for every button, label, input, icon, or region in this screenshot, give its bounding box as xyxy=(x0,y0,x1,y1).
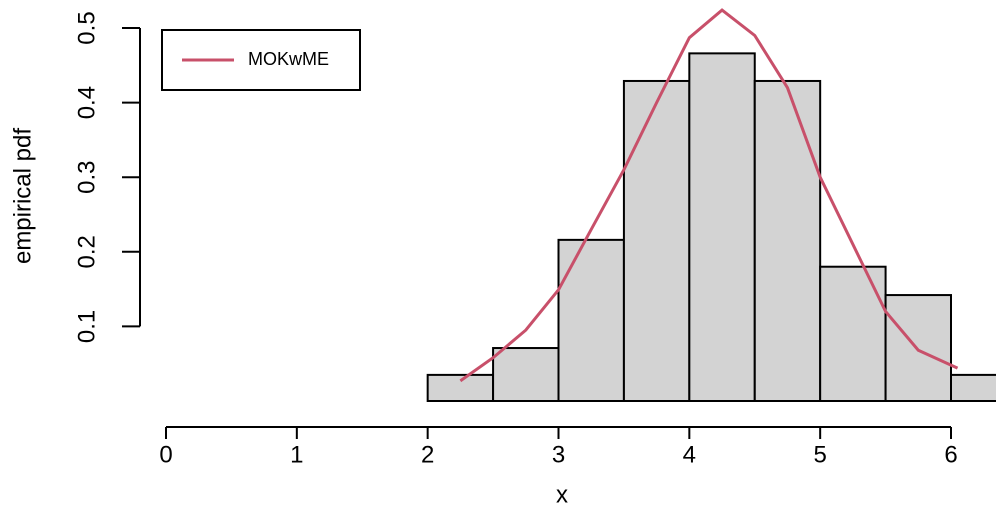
histogram-bar xyxy=(688,52,756,402)
histogram-bar xyxy=(426,373,495,403)
x-tick-label: 4 xyxy=(683,441,696,468)
histogram-bar xyxy=(950,373,996,403)
histogram-bar xyxy=(492,347,560,402)
x-tick-label: 5 xyxy=(813,441,826,468)
x-tick-label: 2 xyxy=(421,441,434,468)
x-tick-label: 3 xyxy=(552,441,565,468)
x-tick-label: 1 xyxy=(290,441,303,468)
x-tick-label: 0 xyxy=(159,441,172,468)
x-axis-label: x xyxy=(556,481,568,508)
legend-label: MOKwME xyxy=(248,49,329,69)
histogram-bar xyxy=(819,265,887,402)
y-axis-label: empirical pdf xyxy=(9,128,36,264)
y-tick-label: 0.2 xyxy=(73,235,100,268)
histogram-bar xyxy=(753,79,822,402)
x-tick-label: 6 xyxy=(944,441,957,468)
histogram-bar xyxy=(622,79,691,402)
density-curve xyxy=(459,8,959,383)
y-tick-label: 0.4 xyxy=(73,86,100,119)
y-tick-label: 0.1 xyxy=(73,310,100,343)
y-tick-label: 0.3 xyxy=(73,161,100,194)
y-tick-label: 0.5 xyxy=(73,11,100,44)
histogram-bar xyxy=(557,238,625,402)
